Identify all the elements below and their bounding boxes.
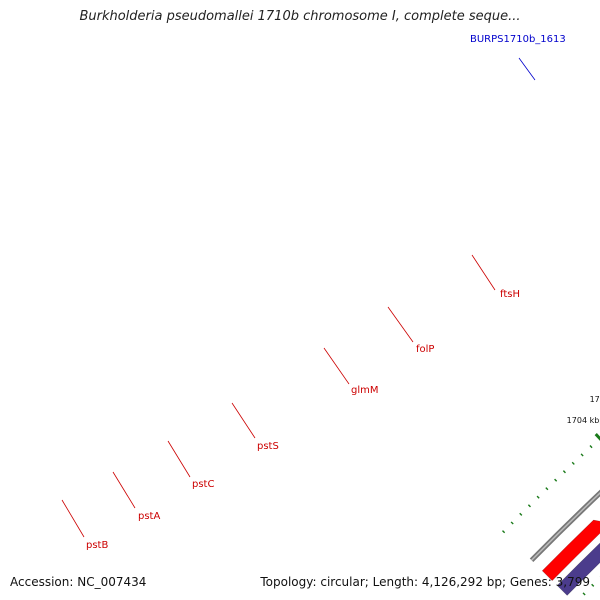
gene-label-folP-leader: [387, 306, 414, 343]
genes-layer: [541, 519, 600, 596]
map-title: Burkholderia pseudomallei 1710b chromoso…: [79, 9, 521, 24]
gene-label-pstC-leader: [167, 440, 191, 478]
pstB-gene-arrow: [556, 542, 600, 596]
backbone-layer: [529, 489, 600, 563]
labels-layer: BURPS1710b_1613 ftsH folP glmM pstS pstC pstA p…: [61, 34, 566, 551]
gene-label-ftsH: ftsH: [500, 289, 520, 300]
gene-label-pstA: pstA: [138, 511, 160, 522]
kbp-label: 1704 kbp: [567, 416, 600, 425]
gene-label-pstS-leader: [231, 402, 256, 439]
accession-text: Accession: NC_007434: [10, 575, 147, 589]
chromosome-backbone-highlight: [531, 492, 600, 561]
outer-dotted-ticks: [502, 436, 600, 534]
gene-label-pstS: pstS: [257, 441, 279, 452]
gene-label-burps: BURPS1710b_1613: [470, 34, 566, 45]
gene-label-folP: folP: [416, 344, 434, 355]
gene-label-ftsH-leader: [471, 254, 496, 291]
gene-label-pstB: pstB: [86, 540, 108, 551]
kbp-label: 1703 kbp: [590, 395, 600, 404]
gene-label-pstC: pstC: [192, 479, 214, 490]
gene-label-glmM-leader: [323, 347, 350, 385]
summary-text: Topology: circular; Length: 4,126,292 bp…: [260, 575, 590, 589]
gene-label-pstB-leader: [61, 499, 85, 538]
gene-label-burps-leader: [518, 57, 536, 81]
kbp-major-tick: [594, 433, 600, 441]
cds-outer-arrow: [541, 519, 600, 582]
gene-label-glmM: glmM: [351, 385, 379, 396]
gene-label-pstA-leader: [112, 471, 136, 509]
